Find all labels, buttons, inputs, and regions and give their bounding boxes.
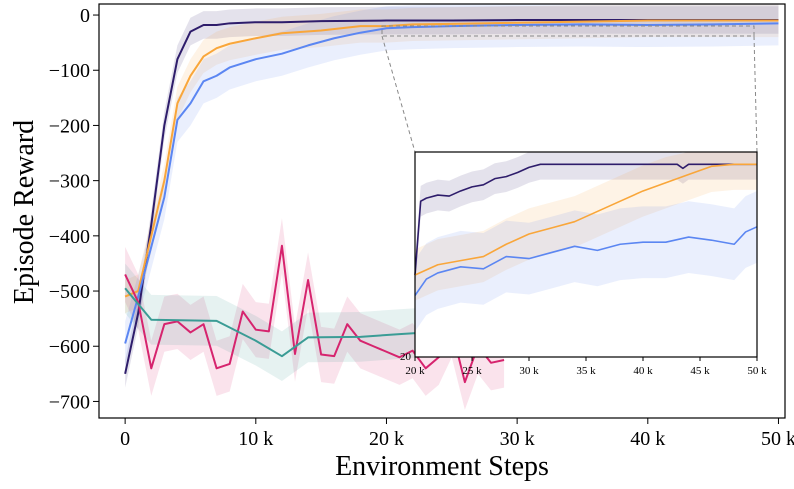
inset-confidence-bands	[415, 152, 757, 332]
x-tick-label: 0	[120, 428, 130, 450]
x-axis-label: Environment Steps	[335, 451, 549, 482]
inset-x-tick-label: 30 k	[519, 365, 539, 377]
series-band-dark_purple	[415, 152, 757, 291]
x-axis-ticks: 0 10 k 20 k 30 k 40 k 50 k	[120, 418, 794, 450]
zoom-connector-left	[381, 35, 416, 153]
x-tick-label: 10 k	[238, 428, 273, 450]
series-band-teal	[125, 263, 426, 382]
x-tick-label: 50 k	[761, 428, 794, 450]
inset-x-tick-label: 45 k	[690, 365, 710, 377]
x-tick-label: 40 k	[630, 428, 665, 450]
y-tick-label: −200	[49, 115, 90, 137]
y-tick-label: −600	[49, 336, 90, 358]
y-axis-label: Episode Reward	[9, 120, 40, 304]
inset-x-tick-label: 20 k	[405, 365, 425, 377]
zoom-region-box	[381, 25, 755, 37]
y-tick-label: −400	[49, 226, 90, 248]
y-tick-label: −700	[49, 391, 90, 413]
inset-x-tick-label: 40 k	[633, 365, 653, 377]
series-line-orange	[414, 163, 757, 276]
series-line-dark_purple	[124, 19, 779, 375]
inset-y-tick-label: 20	[400, 351, 412, 363]
series-band-dark_purple	[125, 6, 779, 388]
series-line-teal	[124, 287, 426, 358]
series-line-orange	[124, 19, 779, 298]
inset-x-tick-label: 50 k	[747, 365, 767, 377]
series-band-orange	[125, 4, 779, 314]
inset-x-axis-ticks: 20 k 25 k 30 k 35 k 40 k 45 k 50 k	[405, 357, 767, 377]
series-band-blue	[125, 4, 779, 366]
zoom-connector-right	[753, 35, 758, 153]
y-tick-label: −100	[49, 60, 90, 82]
inset-x-tick-label: 25 k	[462, 365, 482, 377]
series-line-blue	[124, 22, 779, 344]
y-tick-label: −300	[49, 171, 90, 193]
inset-series-lines	[414, 163, 758, 296]
y-tick-label: 0	[80, 5, 90, 27]
y-axis-ticks: 0 −100 −200 −300 −400 −500 −600 −700	[49, 5, 99, 413]
main-plot-frame	[98, 3, 786, 419]
series-band-orange	[415, 152, 757, 301]
series-line-dark_purple	[414, 163, 757, 276]
x-tick-label: 20 k	[369, 428, 404, 450]
series-band-blue	[415, 190, 757, 332]
series-line-blue	[414, 226, 758, 296]
x-tick-label: 30 k	[500, 428, 535, 450]
inset-x-tick-label: 35 k	[576, 365, 596, 377]
y-tick-label: −500	[49, 281, 90, 303]
